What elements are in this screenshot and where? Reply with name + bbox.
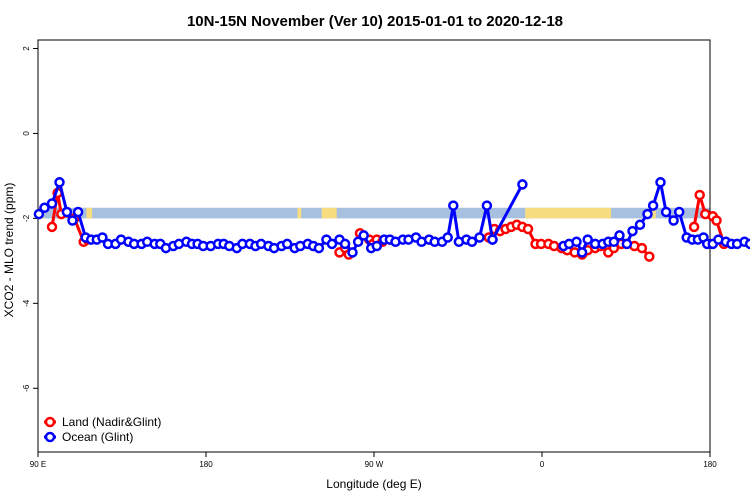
ocean-point-0-2 <box>46 198 58 209</box>
ocean-point-0-6 <box>72 206 84 218</box>
ocean-band <box>38 207 710 219</box>
land-point-5-4 <box>711 215 722 226</box>
ocean-point-2-8 <box>608 236 620 248</box>
ocean-point-1-1 <box>517 179 528 190</box>
y-tick-label-4: -6 <box>22 384 31 392</box>
ocean-point-2-30 <box>744 238 750 250</box>
ocean-point-2-11 <box>627 225 638 237</box>
x-tick-label-4: 180 <box>703 460 717 469</box>
land-band-4 <box>525 207 612 219</box>
ocean-point-2-4 <box>582 234 593 245</box>
legend-label-land: Land (Nadir&Glint) <box>62 415 161 429</box>
ocean-point-0-39 <box>281 238 293 250</box>
ocean-point-1-0 <box>487 234 498 245</box>
land-point-4-3 <box>644 251 655 262</box>
axes: 90 E 180 90 W 0 180 2 0 -2 -4 -6 <box>22 46 717 469</box>
series-layer <box>33 177 750 262</box>
y-tick-label-3: -4 <box>22 299 31 307</box>
ocean-point-2-14 <box>647 200 659 211</box>
ocean-point-0-70 <box>481 200 493 211</box>
ocean-point-0-50 <box>352 236 364 248</box>
x-tick-label-2: 90 W <box>365 460 384 469</box>
ocean-point-2-13 <box>642 208 653 220</box>
ocean-point-2-9 <box>614 230 625 241</box>
ocean-point-2-10 <box>621 238 633 250</box>
background-band <box>38 207 710 219</box>
land-point-3-7 <box>522 223 534 235</box>
ocean-point-2-18 <box>673 206 685 218</box>
ocean-point-0-0 <box>33 208 45 220</box>
land-point-5-1 <box>694 189 705 201</box>
legend: Land (Nadir&Glint) Ocean (Glint) <box>44 415 161 444</box>
land-band-1 <box>86 207 93 219</box>
ocean-point-0-1 <box>39 202 50 214</box>
ocean-point-2-12 <box>634 219 646 231</box>
chart-title: 10N-15N November (Ver 10) 2015-01-01 to … <box>187 13 563 30</box>
ocean-point-2-2 <box>571 236 582 248</box>
legend-marker-ocean <box>44 431 56 443</box>
ocean-point-0-53 <box>371 240 383 252</box>
ocean-point-0-51 <box>358 230 369 241</box>
series-ocean <box>33 177 750 258</box>
land-band-3 <box>321 207 337 219</box>
ocean-line-1 <box>491 183 524 241</box>
ocean-point-0-69 <box>474 232 485 243</box>
ocean-point-0-3 <box>54 177 65 188</box>
ocean-point-0-48 <box>339 238 351 250</box>
x-tick-label-0: 90 E <box>30 460 46 469</box>
y-tick-label-2: -2 <box>22 214 31 222</box>
ocean-point-0-68 <box>466 236 478 248</box>
x-tick-label-3: 0 <box>540 460 545 469</box>
y-axis-label: XCO2 - MLO trend (ppm) <box>2 183 16 318</box>
ocean-point-0-10 <box>97 232 108 243</box>
ocean-point-0-5 <box>67 215 78 226</box>
land-band-2 <box>297 207 302 219</box>
ocean-point-2-15 <box>655 177 666 188</box>
land-point-4-2 <box>636 242 648 254</box>
ocean-point-0-4 <box>61 206 73 218</box>
x-tick-label-1: 180 <box>199 460 213 469</box>
ocean-point-0-49 <box>347 247 358 258</box>
y-tick-label-0: 2 <box>22 46 31 51</box>
ocean-point-2-3 <box>576 247 588 258</box>
legend-marker-land <box>44 416 56 428</box>
y-tick-label-1: 0 <box>22 131 31 136</box>
land-point-0-0 <box>46 221 58 233</box>
ocean-point-2-17 <box>668 215 679 226</box>
x-axis-label: Longitude (deg E) <box>326 477 421 491</box>
ocean-point-0-64 <box>442 232 453 243</box>
legend-label-ocean: Ocean (Glint) <box>62 430 133 444</box>
ocean-point-0-65 <box>448 200 459 211</box>
ocean-point-2-16 <box>660 206 672 218</box>
land-band-5 <box>652 207 656 219</box>
ocean-point-0-46 <box>326 238 338 250</box>
ocean-point-0-44 <box>313 242 325 254</box>
land-point-5-0 <box>688 221 700 233</box>
